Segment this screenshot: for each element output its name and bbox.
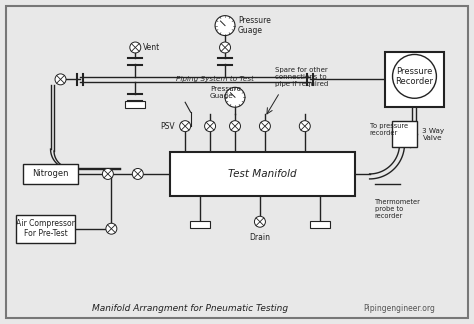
Text: Pressure
Guage: Pressure Guage (238, 16, 271, 35)
Text: PSV: PSV (160, 122, 175, 131)
Bar (190, 221, 210, 228)
Circle shape (106, 223, 117, 234)
Bar (16, 215, 75, 243)
Text: Piping System to Test: Piping System to Test (176, 76, 254, 82)
Circle shape (205, 121, 216, 132)
Circle shape (299, 121, 310, 132)
Circle shape (130, 42, 141, 53)
Circle shape (219, 42, 230, 53)
Bar (384, 52, 445, 107)
Bar (310, 221, 330, 228)
Text: 3 Way
Valve: 3 Way Valve (422, 128, 445, 141)
Text: To pressure
recorder: To pressure recorder (370, 123, 408, 136)
Circle shape (259, 121, 270, 132)
Text: Thermometer
probe to
recorder: Thermometer probe to recorder (374, 199, 420, 219)
Bar (125, 101, 145, 108)
Text: Manifold Arrangment for Pneumatic Testing: Manifold Arrangment for Pneumatic Testin… (92, 304, 288, 313)
Text: Vent: Vent (143, 43, 161, 52)
Text: Pipingengineer.org: Pipingengineer.org (364, 304, 436, 313)
Circle shape (132, 168, 143, 179)
Circle shape (225, 87, 245, 107)
Bar (170, 152, 355, 196)
Circle shape (215, 16, 235, 36)
Bar (23, 164, 78, 184)
Circle shape (392, 54, 437, 98)
Text: Pressure
Recorder: Pressure Recorder (395, 67, 434, 86)
Circle shape (229, 121, 240, 132)
Bar (392, 121, 418, 147)
Text: Nitrogen: Nitrogen (32, 169, 69, 179)
Text: Pressure
Guage: Pressure Guage (210, 86, 241, 99)
Text: Drain: Drain (249, 233, 271, 242)
Circle shape (55, 74, 66, 85)
Circle shape (102, 168, 113, 179)
Circle shape (180, 121, 191, 132)
Text: Test Manifold: Test Manifold (228, 169, 297, 179)
Text: Spare for other
connections to
pipe if required: Spare for other connections to pipe if r… (275, 67, 328, 87)
Text: Air Compressor
For Pre-Test: Air Compressor For Pre-Test (16, 219, 75, 238)
Circle shape (255, 216, 265, 227)
